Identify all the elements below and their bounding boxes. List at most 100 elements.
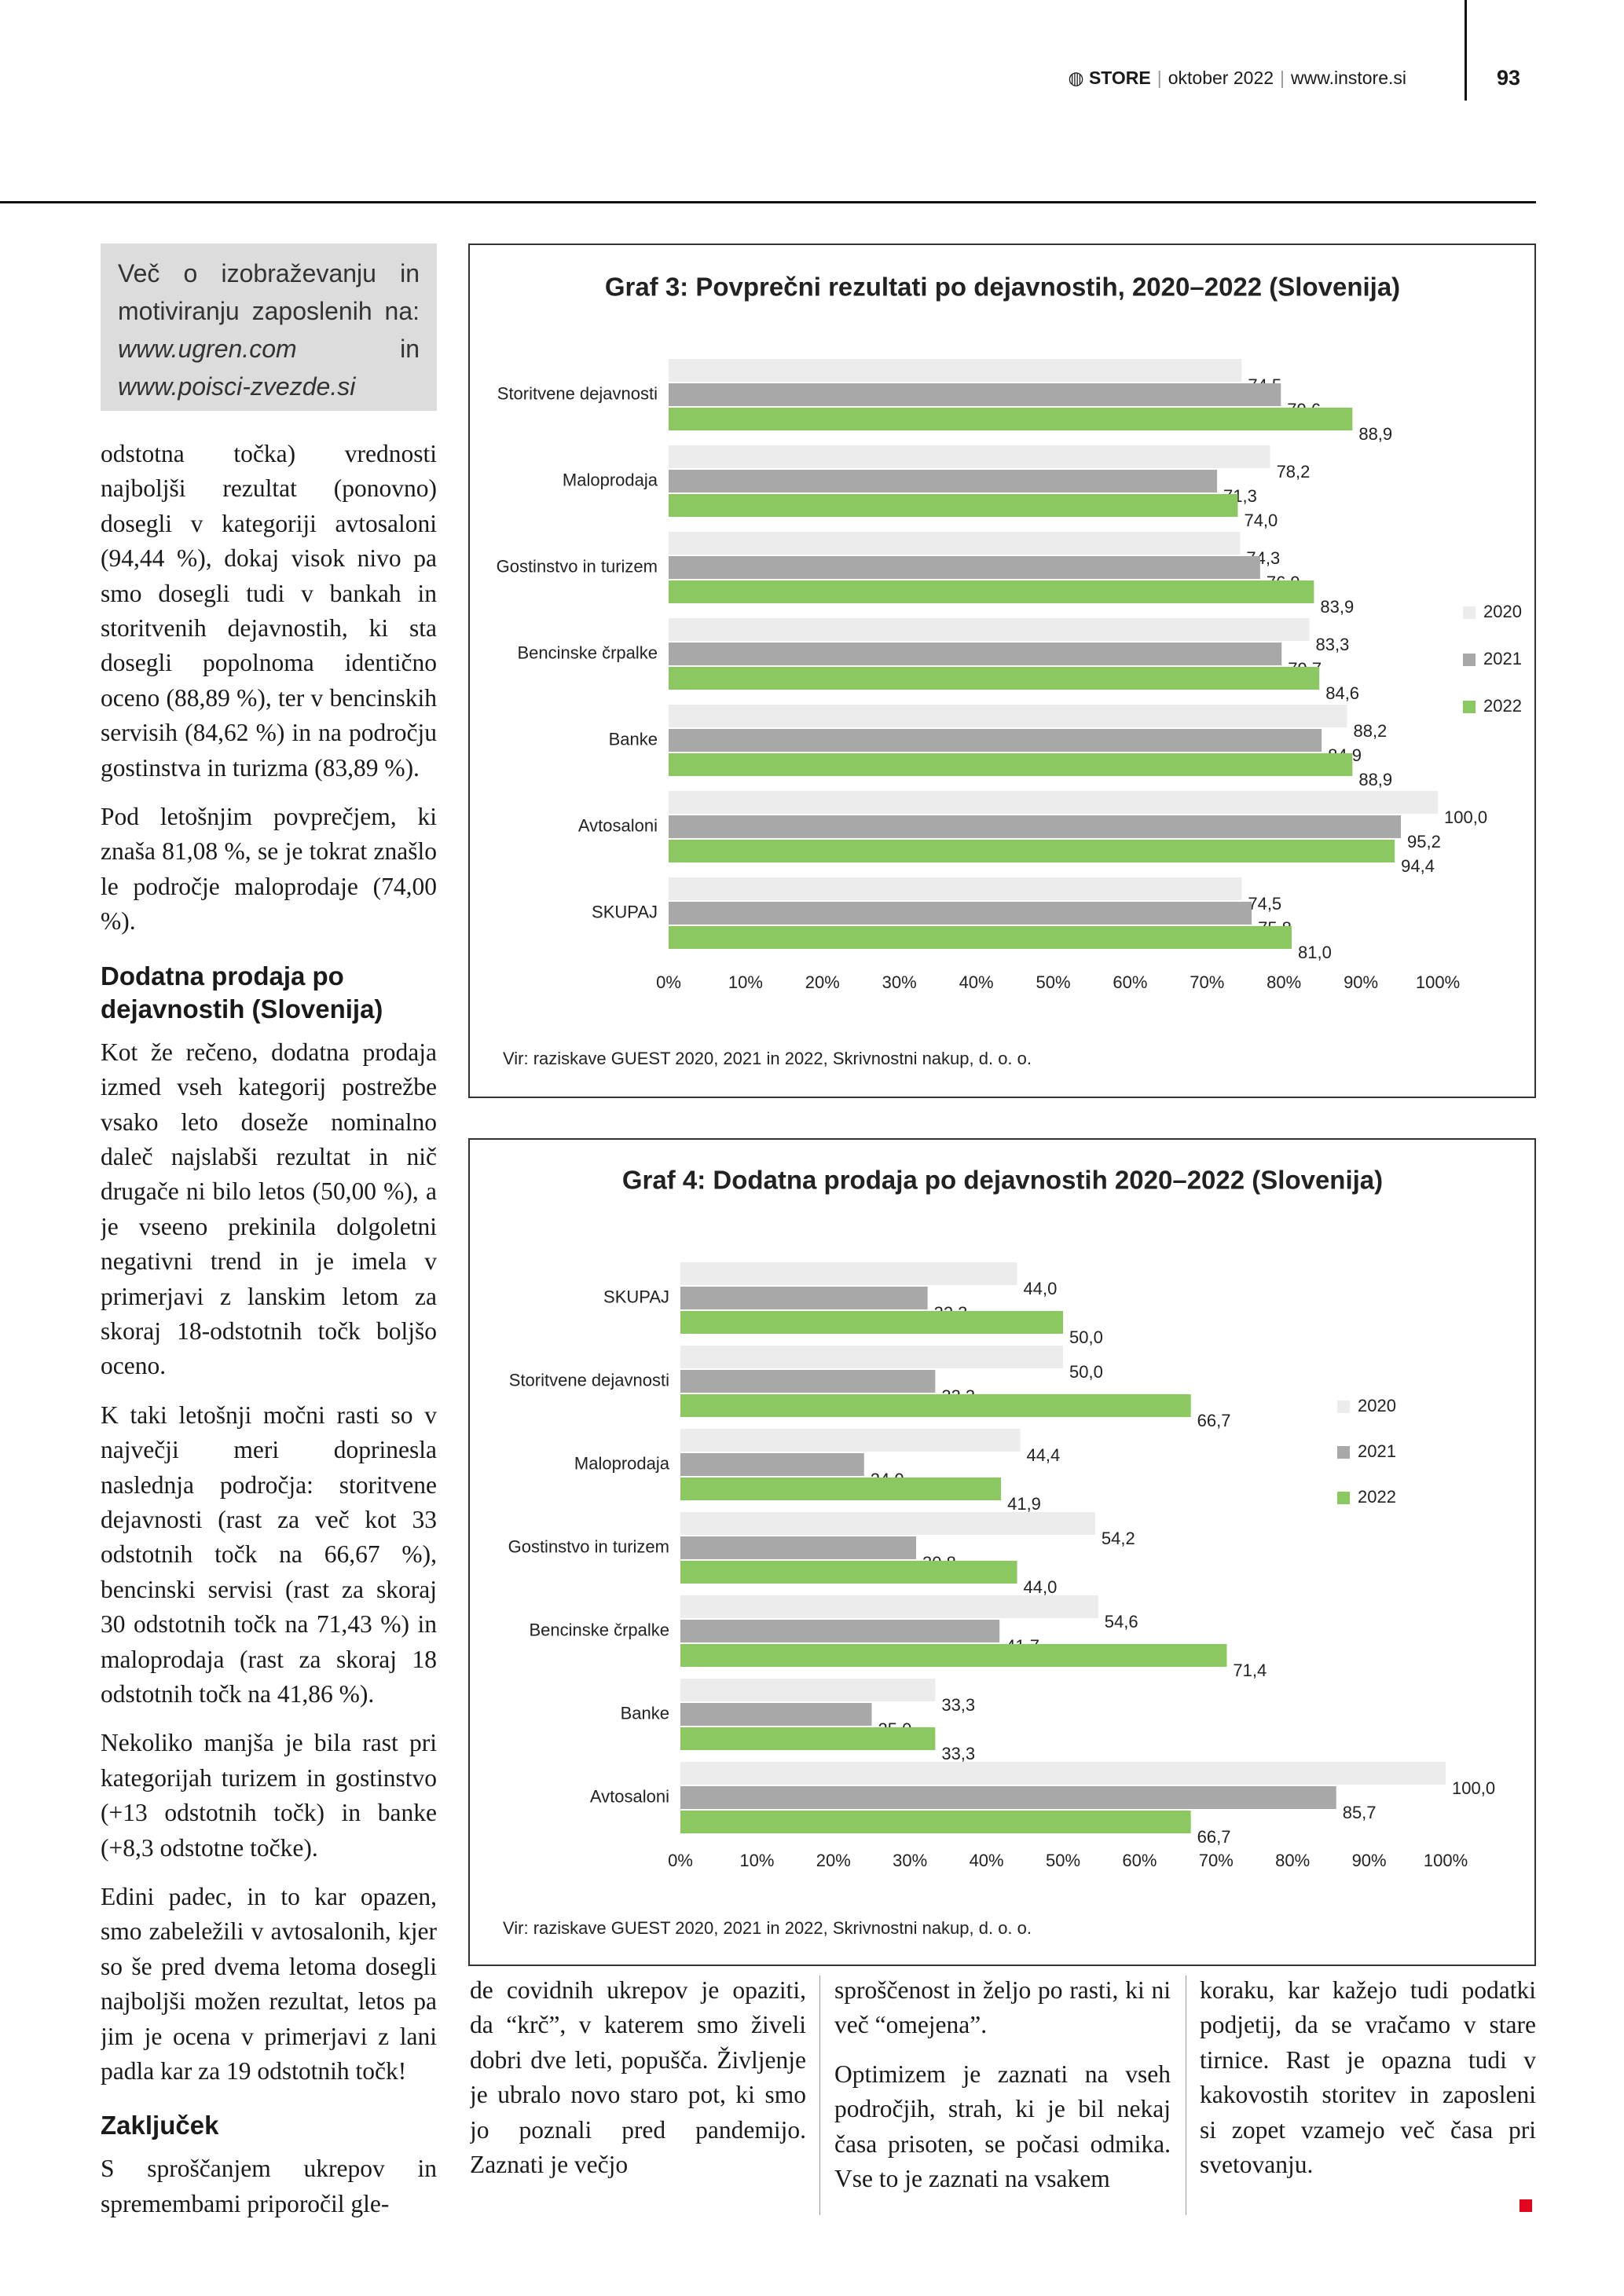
website: www.instore.si [1291, 68, 1406, 88]
logo-icon: ◍ [1068, 68, 1084, 88]
header-rule [1465, 0, 1467, 101]
bar [680, 1679, 936, 1701]
value-label: 50,0 [1069, 1327, 1103, 1347]
bar [669, 791, 1438, 814]
x-tick-label: 40% [959, 972, 994, 992]
issue: oktober 2022 [1168, 68, 1274, 88]
value-label: 66,7 [1197, 1827, 1231, 1847]
x-tick-label: 10% [728, 972, 763, 992]
value-label: 83,3 [1316, 635, 1350, 654]
left-column: odstotna točka) vrednosti najboljši rezu… [101, 437, 437, 2236]
paragraph: Edini padec, in to kar opazen, smo zabel… [101, 1883, 437, 2085]
bar [669, 445, 1270, 468]
x-tick-label: 50% [1046, 1851, 1080, 1870]
bar [669, 532, 1241, 555]
bar [669, 470, 1218, 493]
x-tick-label: 0% [656, 972, 681, 992]
x-tick-label: 100% [1424, 1851, 1468, 1870]
paragraph: K taki letošnji močni rasti so v največj… [101, 1401, 437, 1708]
info-joiner: in [400, 335, 420, 363]
bar [669, 705, 1347, 727]
legend-swatch [1337, 1492, 1350, 1504]
category-label: Banke [609, 729, 658, 749]
page-number: 93 [1497, 66, 1521, 90]
bar [680, 1786, 1336, 1809]
source-note: Vir: raziskave GUEST 2020, 2021 in 2022,… [503, 1049, 1032, 1068]
bar [669, 383, 1281, 406]
bar [669, 580, 1314, 603]
value-label: 50,0 [1069, 1362, 1103, 1382]
header: ◍ STORE | oktober 2022 | www.instore.si [1068, 68, 1406, 88]
paragraph: odstotna točka) vrednosti najboljši rezu… [101, 440, 437, 782]
chart: Graf 4: Dodatna prodaja po dejavnostih 2… [503, 1166, 1495, 1938]
category-label: SKUPAJ [592, 902, 658, 921]
value-label: 84,6 [1325, 683, 1359, 703]
paragraph: Pod letošnjim povprečjem, ki znaša 81,08… [101, 803, 437, 936]
legend-label: 2020 [1483, 602, 1522, 621]
value-label: 83,9 [1320, 597, 1354, 617]
x-tick-label: 80% [1267, 972, 1301, 992]
chart-box: Graf 4: Dodatna prodaja po dejavnostih 2… [468, 1138, 1536, 1966]
chart: Graf 3: Povprečni rezultati po dejavnost… [497, 273, 1522, 1068]
value-label: 44,0 [1024, 1577, 1058, 1597]
bar [680, 1561, 1017, 1584]
category-label: Gostinstvo in turizem [497, 556, 658, 576]
bar [680, 1311, 1063, 1334]
bar [669, 926, 1292, 949]
legend-swatch [1463, 654, 1476, 666]
paragraph: Optimizem je zaznati na vseh področjih, … [834, 2060, 1171, 2193]
legend-swatch [1337, 1401, 1350, 1413]
x-tick-label: 70% [1190, 972, 1224, 992]
bar [680, 1536, 916, 1559]
bar [680, 1287, 928, 1309]
bar [680, 1811, 1191, 1833]
bar [680, 1262, 1017, 1285]
bar [669, 556, 1260, 579]
x-tick-label: 10% [739, 1851, 774, 1870]
bar [669, 902, 1252, 925]
value-label: 100,0 [1452, 1778, 1495, 1798]
x-tick-label: 70% [1199, 1851, 1234, 1870]
legend-swatch [1463, 701, 1476, 713]
info-text: Več o izobraževanju in motiviranju zapos… [118, 259, 420, 325]
chart-title: Graf 3: Povprečni rezultati po dejavnost… [605, 273, 1400, 302]
value-label: 88,9 [1358, 770, 1392, 789]
bar [669, 877, 1242, 900]
value-label: 33,3 [941, 1744, 975, 1763]
bar [669, 618, 1310, 641]
value-label: 54,6 [1105, 1612, 1138, 1631]
paragraph: sproščenost in željo po rasti, ki ni več… [834, 1976, 1171, 2039]
legend-label: 2021 [1358, 1441, 1396, 1461]
bar [669, 815, 1402, 838]
value-label: 88,2 [1353, 721, 1387, 741]
value-label: 81,0 [1298, 943, 1332, 962]
x-tick-label: 60% [1113, 972, 1147, 992]
column-rule [819, 1976, 820, 2215]
bar [669, 408, 1353, 430]
bar [669, 359, 1242, 382]
subheading: Dodatna prodaja po dejavnostih (Slovenij… [101, 961, 383, 1023]
x-tick-label: 90% [1344, 972, 1378, 992]
value-label: 85,7 [1343, 1803, 1377, 1822]
paragraph: Nekoliko manjša je bila rast pri kategor… [101, 1729, 437, 1862]
x-tick-label: 50% [1036, 972, 1070, 992]
value-label: 78,2 [1277, 462, 1311, 482]
x-tick-label: 100% [1416, 972, 1460, 992]
value-label: 41,9 [1007, 1494, 1041, 1514]
value-label: 66,7 [1197, 1411, 1231, 1430]
value-label: 71,4 [1233, 1661, 1267, 1680]
bar [669, 643, 1282, 665]
value-label: 44,0 [1024, 1279, 1058, 1298]
chart-title: Graf 4: Dodatna prodaja po dejavnostih 2… [622, 1166, 1383, 1195]
subheading: Zaključek [101, 2111, 219, 2140]
value-label: 54,2 [1102, 1529, 1135, 1548]
bar [680, 1478, 1002, 1500]
source-note: Vir: raziskave GUEST 2020, 2021 in 2022,… [503, 1918, 1032, 1938]
x-tick-label: 30% [882, 972, 917, 992]
end-mark [1520, 2199, 1532, 2212]
bar [680, 1644, 1227, 1667]
category-label: Bencinske črpalke [529, 1620, 669, 1639]
bar [669, 494, 1238, 517]
bar [680, 1394, 1191, 1417]
bar [680, 1727, 936, 1750]
